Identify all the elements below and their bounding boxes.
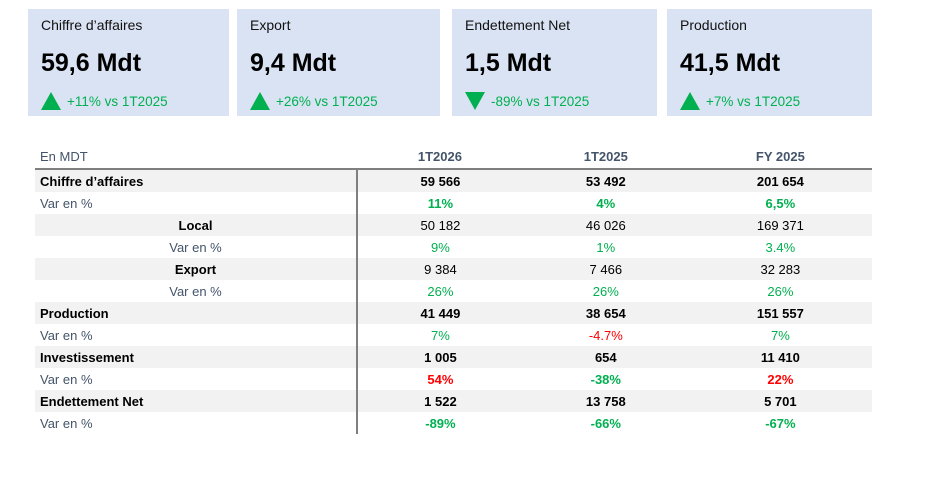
cell-value: 26% [767,283,794,299]
table-row: Chiffre d’affaires 59 566 53 492 201 654 [35,169,872,192]
kpi-delta: +26% vs 1T2025 [250,92,378,110]
row-label: Var en % [35,324,358,346]
kpi-value: 1,5 Mdt [465,49,552,77]
triangle-up-icon [250,92,270,110]
row-label: Investissement [35,346,358,368]
cell-value: 169 371 [688,214,872,236]
column-header: 1T2025 [522,144,689,170]
row-label: Var en % [35,236,358,258]
cell-value: -38% [590,371,621,387]
cell-value: 5 701 [688,390,872,412]
kpi-delta: +7% vs 1T2025 [680,92,800,110]
cell-value: 13 758 [522,390,689,412]
kpi-card: Production 41,5 Mdt +7% vs 1T2025 [667,9,872,116]
triangle-up-icon [680,92,700,110]
kpi-card: Export 9,4 Mdt +26% vs 1T2025 [237,9,440,116]
kpi-delta: +11% vs 1T2025 [41,92,168,110]
row-label: Chiffre d’affaires [35,169,358,192]
kpi-delta-text: -89% vs 1T2025 [491,93,590,109]
financial-table: En MDT 1T2026 1T2025 FY 2025 Chiffre d’affa… [35,144,872,434]
cell-value: 7% [431,327,450,343]
table-row: Var en % 7% -4.7% 7% [35,324,872,346]
table-row: Var en % 11% 4% 6,5% [35,192,872,214]
cell-value: 22% [767,371,794,387]
triangle-down-icon [465,92,485,110]
column-header: FY 2025 [688,144,872,170]
row-label: Local [35,214,358,236]
cell-value: 11 410 [688,346,872,368]
table-row: Production 41 449 38 654 151 557 [35,302,872,324]
row-label: Var en % [35,280,358,302]
column-header: 1T2026 [357,144,523,170]
table-row: Endettement Net 1 522 13 758 5 701 [35,390,872,412]
column-header: En MDT [35,144,357,170]
cell-value: 53 492 [522,169,689,192]
table-row: Var en % 26% 26% 26% [35,280,872,302]
kpi-delta-text: +26% vs 1T2025 [276,93,378,109]
cell-value: 46 026 [522,214,689,236]
cell-value: 1 522 [357,390,523,412]
cell-value: 9% [431,239,450,255]
cell-value: 11% [427,195,454,211]
cell-value: 32 283 [688,258,872,280]
kpi-value: 59,6 Mdt [41,49,142,77]
table-row: Var en % 54% -38% 22% [35,368,872,390]
cell-value: 201 654 [688,169,872,192]
cell-value: 654 [522,346,689,368]
cell-value: 3.4% [765,239,796,255]
kpi-title: Chiffre d’affaires [41,17,143,33]
row-label: Production [35,302,358,324]
kpi-delta-text: +11% vs 1T2025 [67,93,168,109]
kpi-value: 9,4 Mdt [250,49,337,77]
kpi-delta: -89% vs 1T2025 [465,92,589,110]
cell-value: 50 182 [357,214,523,236]
kpi-card: Endettement Net 1,5 Mdt -89% vs 1T2025 [452,9,657,116]
row-label: Var en % [35,412,358,434]
table-row: Local 50 182 46 026 169 371 [35,214,872,236]
kpi-title: Export [250,17,291,33]
cell-value: 1% [596,239,616,255]
kpi-title: Production [680,17,747,33]
row-label: Var en % [35,368,358,390]
cell-value: 7 466 [522,258,689,280]
row-label: Export [35,258,358,280]
cell-value: 9 384 [357,258,523,280]
table-row: Export 9 384 7 466 32 283 [35,258,872,280]
cell-value: 1 005 [357,346,523,368]
cell-value: -89% [425,415,456,431]
cell-value: 26% [427,283,454,299]
cell-value: 54% [427,371,454,387]
cell-value: 41 449 [357,302,523,324]
cell-value: 38 654 [522,302,689,324]
cell-value: -66% [590,415,621,431]
triangle-up-icon [41,92,61,110]
row-label: Var en % [35,192,358,214]
cell-value: 26% [592,283,619,299]
cell-value: 59 566 [357,169,523,192]
kpi-card: Chiffre d’affaires 59,6 Mdt +11% vs 1T20… [28,9,229,116]
cell-value: -4.7% [588,327,623,343]
kpi-title: Endettement Net [465,17,571,33]
cell-value: 4% [596,195,616,211]
table-row: Investissement 1 005 654 11 410 [35,346,872,368]
cell-value: 7% [770,327,790,343]
table-row: Var en % -89% -66% -67% [35,412,872,434]
cell-value: -67% [765,415,796,431]
cell-value: 151 557 [688,302,872,324]
kpi-delta-text: +7% vs 1T2025 [706,93,801,109]
kpi-value: 41,5 Mdt [680,49,781,77]
table-row: Var en % 9% 1% 3.4% [35,236,872,258]
cell-value: 6,5% [765,195,796,211]
row-label: Endettement Net [35,390,358,412]
